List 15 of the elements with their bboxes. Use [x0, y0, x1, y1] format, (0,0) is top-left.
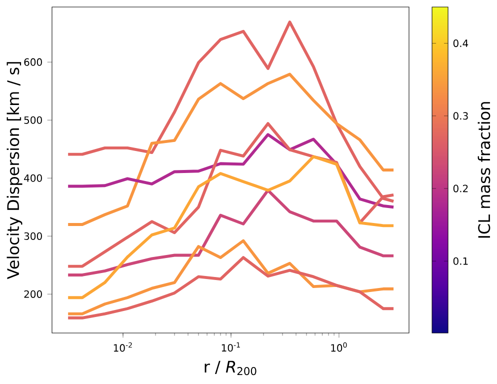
y-tick-label: 600 — [24, 58, 42, 66]
x-tick-label: 10$^{-2}$ — [114, 342, 132, 352]
y-tick-label: 500 — [24, 116, 42, 124]
color-bar-label: 0.4 — [453, 40, 468, 48]
x-axis-title: r / R$_{200}$ — [204, 360, 256, 376]
color-bar-label: 0.1 — [453, 257, 468, 265]
color-bar-label: 0.2 — [453, 184, 468, 192]
y-axis-title: Velocity Dispersion [km / s] — [6, 62, 22, 280]
x-tick-label: 10$^{0}$ — [331, 342, 347, 352]
color-bar-title: ICL mass fraction — [478, 102, 490, 238]
y-tick-label: 200 — [24, 290, 42, 298]
y-tick-label: 400 — [24, 174, 42, 182]
color-bar-label: 0.3 — [453, 112, 468, 120]
x-tick-label: 10$^{-1}$ — [222, 342, 240, 352]
y-tick-label: 300 — [24, 232, 42, 240]
